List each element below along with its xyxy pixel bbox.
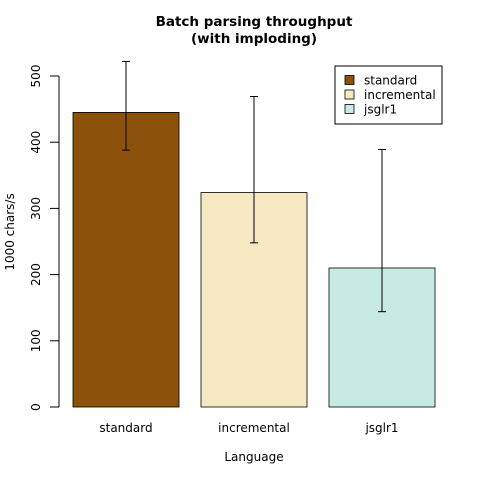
legend-label-incremental: incremental	[364, 88, 436, 102]
legend-label-jsglr1: jsglr1	[363, 103, 397, 117]
error-bars-group	[122, 60, 386, 313]
y-tick-label: 500	[29, 65, 43, 88]
legend-swatch-incremental	[344, 89, 355, 100]
legend-swatch-jsglr1	[344, 104, 355, 114]
x-tick-label-standard: standard	[99, 421, 152, 435]
chart-title-line-2: (with imploding)	[191, 31, 317, 47]
y-tick-label: 300	[29, 197, 43, 220]
y-axis: 0 100 200 300 400 500	[29, 65, 60, 411]
legend-label-standard: standard	[364, 74, 417, 88]
chart-title-line-1: Batch parsing throughput	[156, 14, 353, 30]
x-tick-label-jsglr1: jsglr1	[364, 421, 398, 435]
y-tick-label: 400	[29, 131, 43, 154]
bars-group	[72, 112, 436, 408]
x-tick-labels: standard incremental jsglr1	[99, 421, 398, 435]
y-axis-title: 1000 chars/s	[3, 193, 17, 270]
y-tick-label: 0	[29, 403, 43, 411]
bar-standard	[72, 112, 180, 408]
x-axis-title: Language	[224, 450, 283, 464]
y-tick-label: 200	[29, 263, 43, 286]
y-tick-label: 100	[29, 329, 43, 352]
x-tick-label-incremental: incremental	[218, 421, 290, 435]
legend-swatch-standard	[344, 75, 355, 85]
